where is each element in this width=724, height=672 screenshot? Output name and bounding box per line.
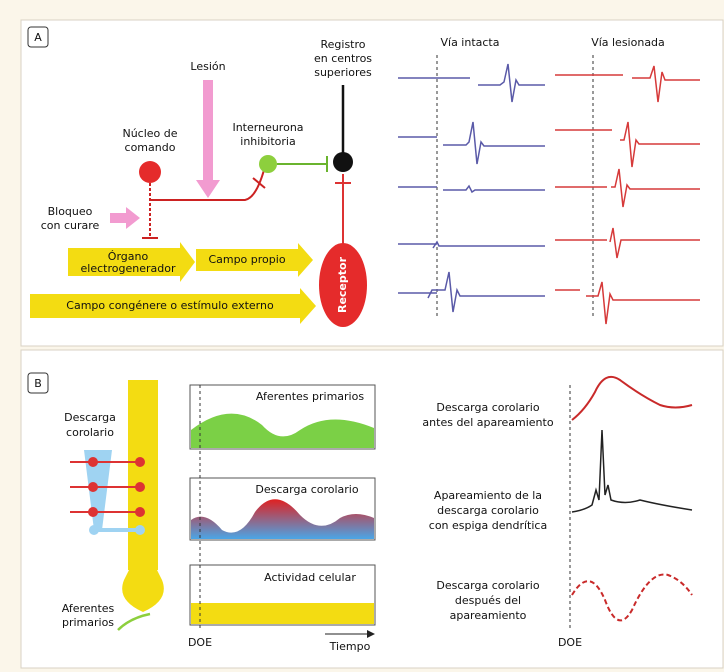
text-line: con espiga dendrítica: [429, 519, 547, 532]
text-line: inhibitoria: [240, 135, 295, 148]
output-neuron: [333, 152, 353, 172]
apareamiento-label: Apareamiento de la descarga corolario con …: [429, 489, 547, 532]
text-line: Apareamiento de la: [434, 489, 542, 502]
panel-label: A: [34, 31, 42, 44]
text-line: Descarga corolario: [436, 401, 539, 414]
text-line: Interneurona: [232, 121, 303, 134]
text-line: Aferentes: [62, 602, 115, 615]
cell-body: [128, 380, 158, 570]
text-line: antes del apareamiento: [422, 416, 553, 429]
trace: [136, 483, 144, 491]
text-line: primarios: [62, 616, 114, 629]
trace: [136, 458, 144, 466]
dendrite-dot: [89, 525, 99, 535]
campo-congenere-label: Campo congénere o estímulo externo: [66, 299, 274, 312]
text-line: corolario: [66, 426, 114, 439]
text-line: Descarga: [64, 411, 116, 424]
via-intacta-label: Vía intacta: [440, 36, 499, 49]
trace: [89, 483, 97, 491]
text-line: Descarga corolario: [436, 579, 539, 592]
text-line: después del: [455, 594, 521, 607]
text-line: apareamiento: [450, 609, 527, 622]
box2-label: Descarga corolario: [255, 483, 358, 496]
text-line: superiores: [314, 66, 372, 79]
panel-label: B: [34, 377, 42, 390]
box1-label: Aferentes primarios: [256, 390, 364, 403]
doe-right-label: DOE: [558, 636, 582, 649]
via-lesionada-label: Vía lesionada: [591, 36, 665, 49]
text-line: Bloqueo: [48, 205, 93, 218]
trace: [89, 508, 97, 516]
receptor-label: Receptor: [336, 256, 349, 313]
text-line: electrogenerador: [81, 262, 176, 275]
doe-left-label: DOE: [188, 636, 212, 649]
trace: [136, 508, 144, 516]
box3-label: Actividad celular: [264, 571, 356, 584]
command-nucleus: [139, 161, 161, 183]
text-line: descarga corolario: [437, 504, 539, 517]
trace: [89, 458, 97, 466]
activity-bar: [191, 603, 374, 624]
text-line: con curare: [41, 219, 100, 232]
text-line: comando: [125, 141, 176, 154]
lesion-label: Lesión: [190, 60, 225, 73]
figure: A Registroen centrossuperiores Receptor …: [0, 0, 724, 672]
interneuron: [259, 155, 277, 173]
text-line: en centros: [314, 52, 372, 65]
campo-propio-label: Campo propio: [208, 253, 285, 266]
text-line: Núcleo de: [122, 127, 177, 140]
text-line: Registro: [320, 38, 365, 51]
dendrite-dot: [135, 525, 145, 535]
tiempo-label: Tiempo: [329, 640, 371, 653]
